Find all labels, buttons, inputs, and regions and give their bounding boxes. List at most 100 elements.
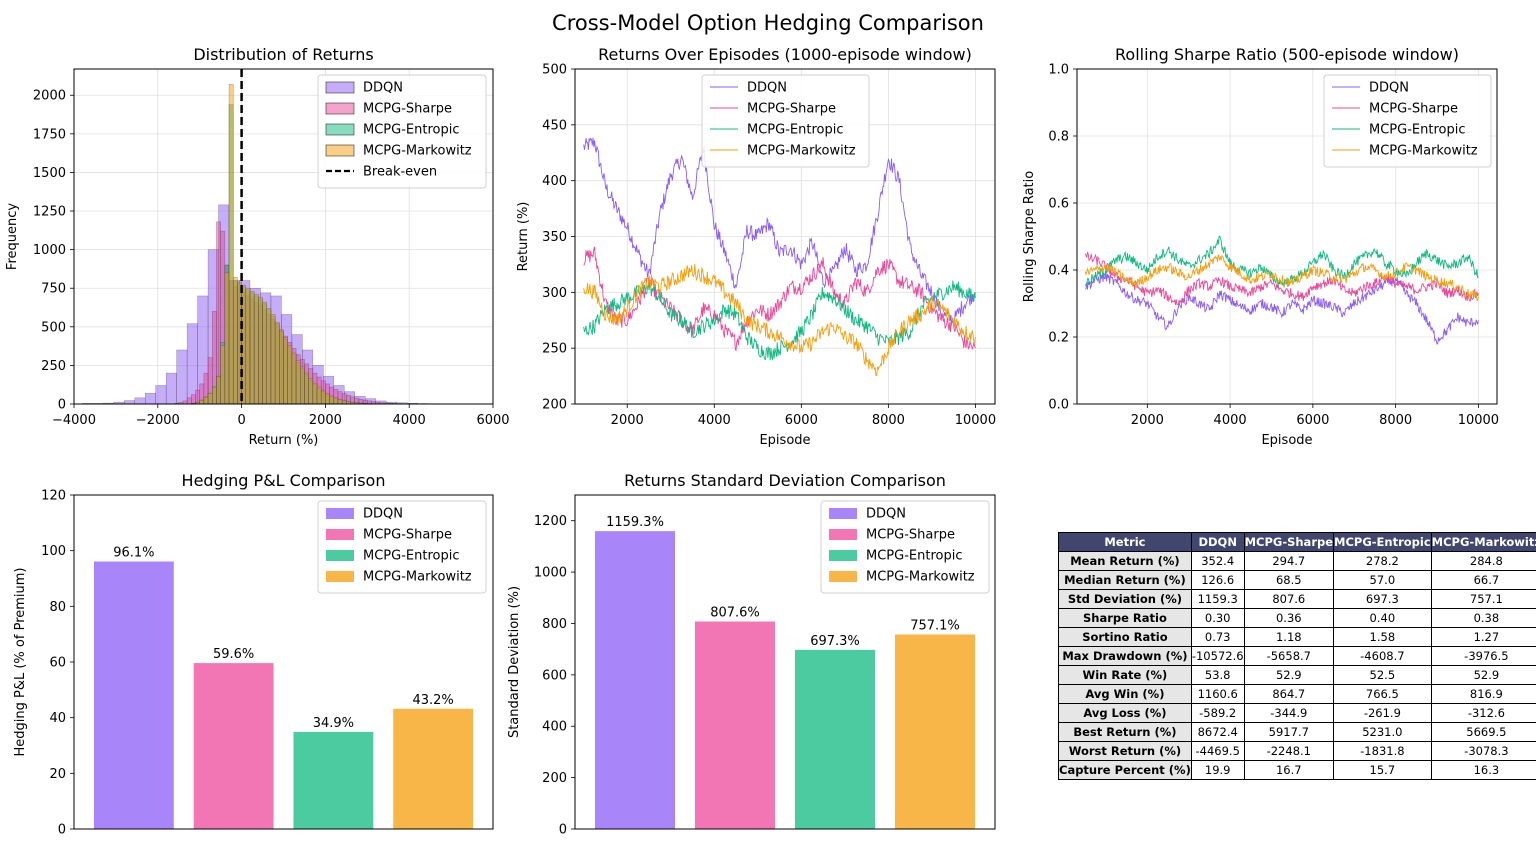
table-cell-value: 52.9	[1430, 665, 1536, 685]
y-tick-label: 0	[58, 398, 66, 413]
y-tick-label: 800	[542, 617, 567, 632]
legend-label: MCPG-Sharpe	[363, 102, 452, 117]
x-tick-label: 2000	[611, 413, 644, 428]
table-header-model: DDQN	[1190, 532, 1245, 552]
y-tick-label: 1500	[33, 166, 66, 181]
bar-value-label: 59.6%	[213, 647, 254, 662]
x-tick-label: 2000	[309, 413, 342, 428]
table-cell-value: 1.27	[1430, 627, 1536, 647]
table-cell-value: -4469.5	[1190, 741, 1245, 761]
histogram-bar	[228, 84, 234, 405]
subplot-4: 96.1% 59.6% 34.9% 43.2% 0 20 40 60 80 100 120 Hedgi…	[13, 471, 494, 838]
bar	[695, 621, 775, 829]
metrics-table: Metric DDQN MCPG-Sharpe MCPG-Entropic MCPG-M…	[1058, 532, 1536, 780]
table-cell-value: 352.4	[1190, 551, 1245, 571]
legend-swatch	[326, 508, 354, 519]
legend-box	[317, 500, 487, 594]
y-tick-label: 0.2	[1048, 331, 1069, 346]
axes-frame	[73, 68, 494, 405]
histogram-bar	[203, 396, 209, 405]
y-tick-label: 2000	[33, 89, 66, 104]
table-cell-value: -3976.5	[1430, 646, 1536, 666]
histogram-bar	[295, 360, 301, 405]
table-cell-value: 864.7	[1243, 684, 1335, 704]
table-cell-value: 1.58	[1333, 627, 1432, 647]
legend: DDQN MCPG-Sharpe MCPG-Entropic MCPG-Markowi…	[1323, 74, 1492, 168]
legend-swatch	[326, 550, 354, 561]
table-cell-value: 52.9	[1243, 665, 1335, 685]
histogram-bar	[333, 397, 339, 405]
legend-label: MCPG-Sharpe	[747, 102, 836, 117]
legend-swatch	[326, 529, 354, 540]
y-tick-label: 400	[542, 174, 567, 189]
histogram-bar	[220, 345, 226, 405]
table-row: Sharpe Ratio 0.30 0.36 0.40 0.38	[1058, 608, 1536, 628]
histogram-bar	[266, 308, 272, 405]
histogram-bar	[207, 392, 213, 405]
table-cell-metric: Best Return (%)	[1058, 722, 1192, 742]
table-cell-metric: Mean Return (%)	[1058, 551, 1192, 571]
table-cell-value: 807.6	[1243, 589, 1335, 609]
histogram-bar	[249, 291, 255, 405]
table-cell-value: 0.40	[1333, 608, 1432, 628]
y-tick-label: 350	[542, 230, 567, 245]
table-row: Win Rate (%) 53.8 52.9 52.5 52.9	[1058, 665, 1536, 685]
histogram-bar	[199, 399, 205, 405]
subplot-5: 1159.3% 807.6% 697.3% 757.1% 0 200 400 600 800 10…	[507, 471, 996, 838]
legend-swatch	[325, 123, 355, 136]
table-row: Avg Win (%) 1160.6 864.7 766.5 816.9	[1058, 684, 1536, 704]
table-cell-value: 19.9	[1190, 760, 1245, 780]
y-tick-label: 0	[58, 823, 66, 838]
legend-label: DDQN	[747, 81, 787, 96]
axes-frame	[73, 494, 494, 830]
legend-label: MCPG-Markowitz	[1369, 144, 1478, 159]
legend-label: MCPG-Entropic	[866, 549, 962, 564]
y-axis-label: Frequency	[5, 203, 20, 270]
y-tick-label: 450	[542, 118, 567, 133]
y-tick-label: 40	[49, 711, 66, 726]
y-tick-label: 1750	[33, 127, 66, 142]
x-tick-label: 10000	[1458, 413, 1499, 428]
subplot-title: Hedging P&L Comparison	[182, 471, 386, 490]
table-row: Median Return (%) 126.6 68.5 57.0 66.7	[1058, 570, 1536, 590]
table-row: Max Drawdown (%) -10572.6 -5658.7 -4608.7 -3…	[1058, 646, 1536, 666]
legend-label: MCPG-Markowitz	[866, 570, 975, 585]
plot-area: 1159.3% 807.6% 697.3% 757.1%	[595, 515, 975, 829]
legend-box	[317, 74, 487, 189]
y-tick-label: 0.6	[1048, 197, 1069, 212]
table-cell-metric: Avg Loss (%)	[1058, 703, 1192, 723]
y-tick-label: 120	[41, 489, 66, 504]
figure-title: Cross-Model Option Hedging Comparison	[552, 11, 984, 35]
legend-swatch	[829, 571, 857, 582]
table-cell-value: -4608.7	[1333, 646, 1432, 666]
table-header-metric: Metric	[1058, 532, 1192, 552]
y-tick-label: 1000	[33, 243, 66, 258]
bar	[795, 649, 875, 829]
histogram-bar	[270, 314, 276, 405]
histogram-bar	[176, 349, 188, 405]
x-tick-label: 8000	[872, 413, 905, 428]
y-tick-label: 250	[41, 359, 66, 374]
table-cell-value: 16.3	[1430, 760, 1536, 780]
histogram-bar	[308, 378, 314, 405]
y-tick-label: 0.4	[1048, 264, 1069, 279]
table-cell-value: 757.1	[1430, 589, 1536, 609]
bar	[293, 731, 374, 829]
legend-label: MCPG-Entropic	[363, 549, 459, 564]
legend-label: MCPG-Sharpe	[1369, 102, 1458, 117]
table-cell-value: -2248.1	[1243, 741, 1335, 761]
series-line	[583, 246, 976, 352]
legend-label: MCPG-Entropic	[747, 123, 843, 138]
series-line	[1084, 251, 1479, 305]
histogram-bar	[165, 372, 177, 405]
y-tick-label: 1200	[534, 514, 567, 529]
y-tick-label: 1.0	[1048, 63, 1069, 78]
legend-label: MCPG-Entropic	[1369, 123, 1465, 138]
y-tick-label: 600	[542, 668, 567, 683]
table-cell-value: -10572.6	[1190, 646, 1245, 666]
legend-label: DDQN	[866, 507, 906, 522]
legend-label: DDQN	[1369, 81, 1409, 96]
bar-value-label: 697.3%	[810, 634, 860, 649]
plot-area	[583, 137, 976, 377]
table-cell-value: -261.9	[1333, 703, 1432, 723]
